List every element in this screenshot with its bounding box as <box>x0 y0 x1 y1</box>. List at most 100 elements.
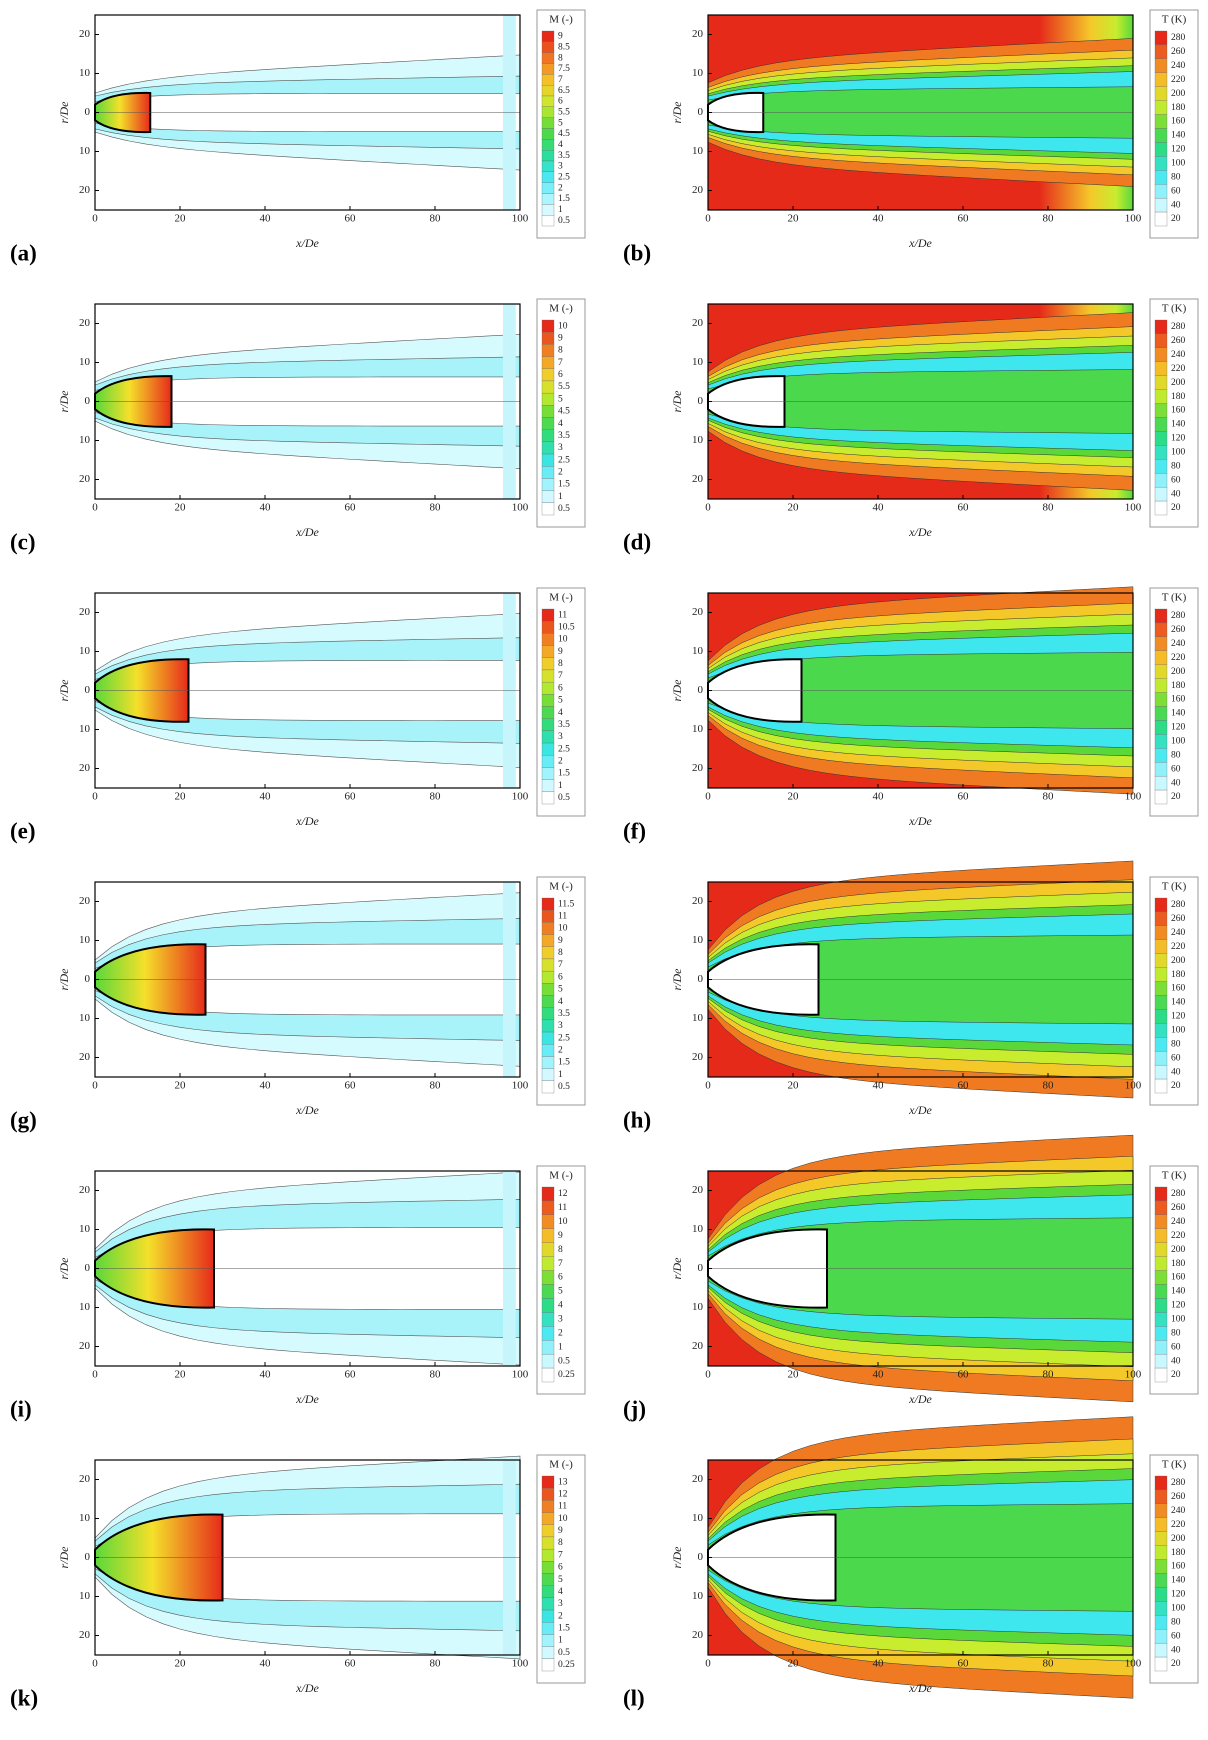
y-axis-label: r/De <box>57 390 71 413</box>
colorbar-label: 0.5 <box>558 793 570 803</box>
colorbar-cell <box>1154 72 1168 87</box>
colorbar-label: 20 <box>1171 792 1181 802</box>
x-tick-label: 60 <box>345 1080 357 1092</box>
x-tick-label: 80 <box>430 791 442 803</box>
colorbar-label: 2.5 <box>558 172 570 182</box>
x-axis-label: x/De <box>295 1392 319 1406</box>
x-axis-label: x/De <box>295 1681 319 1695</box>
colorbar-label: 160 <box>1171 695 1186 705</box>
colorbar-label: 9 <box>558 647 563 657</box>
y-tick-label: 20 <box>692 762 704 774</box>
colorbar-cell <box>1154 678 1168 693</box>
colorbar-label: 260 <box>1171 625 1186 635</box>
colorbar-label: 7.5 <box>558 64 570 74</box>
colorbar-label: 8 <box>558 1245 563 1255</box>
x-tick-label: 40 <box>260 1658 272 1670</box>
y-tick-label: 20 <box>692 1184 704 1196</box>
y-tick-label: 20 <box>79 1473 91 1485</box>
colorbar-label: 200 <box>1171 89 1186 99</box>
colorbar-label: 40 <box>1171 778 1181 788</box>
colorbar-cell <box>541 332 555 345</box>
colorbar-label: 10 <box>558 321 568 331</box>
colorbar-cell <box>541 117 555 129</box>
colorbar-cell <box>1154 636 1168 651</box>
colorbar-label: 7 <box>558 671 563 681</box>
colorbar-title: T (K) <box>1162 303 1187 315</box>
x-tick-label: 40 <box>873 213 885 225</box>
y-tick-label: 10 <box>79 723 91 735</box>
y-tick-label: 10 <box>692 1223 704 1235</box>
panel-label: (i) <box>10 1396 32 1421</box>
panel-label: (c) <box>10 529 36 554</box>
x-axis-label: x/De <box>908 1392 932 1406</box>
colorbar-cell <box>541 215 555 227</box>
colorbar-cell <box>541 1573 555 1586</box>
colorbar-label: 6 <box>558 1273 563 1283</box>
colorbar-cell <box>1154 692 1168 707</box>
colorbar-label: 7 <box>558 1259 563 1269</box>
colorbar-cell <box>541 1475 555 1489</box>
colorbar-cell <box>541 490 555 503</box>
colorbar-cell <box>541 41 555 53</box>
colorbar-cell <box>541 1298 555 1313</box>
colorbar-cell <box>1154 1545 1168 1560</box>
colorbar-cell <box>541 429 555 443</box>
y-tick-label: 20 <box>692 1473 704 1485</box>
colorbar-label: 1 <box>558 1636 563 1646</box>
panel-label: (j) <box>623 1396 646 1421</box>
colorbar-label: 80 <box>1171 750 1181 760</box>
x-tick-label: 0 <box>92 1080 98 1092</box>
y-tick-label: 20 <box>692 317 704 329</box>
colorbar-cell <box>1154 30 1168 46</box>
x-tick-label: 20 <box>788 1080 800 1092</box>
colorbar-cell <box>1154 897 1168 913</box>
colorbar-label: 4.5 <box>558 129 570 139</box>
colorbar-label: 1.5 <box>558 1624 570 1634</box>
y-axis-label: r/De <box>57 1546 71 1569</box>
colorbar-cell <box>1154 1326 1168 1341</box>
colorbar-title: M (-) <box>549 1459 573 1471</box>
x-tick-label: 40 <box>873 791 885 803</box>
colorbar-label: 40 <box>1171 200 1181 210</box>
colorbar-label: 5 <box>558 394 563 404</box>
colorbar-cell <box>541 995 555 1008</box>
colorbar-label: 280 <box>1171 900 1186 910</box>
colorbar-label: 80 <box>1171 1039 1181 1049</box>
y-tick-label: 10 <box>692 434 704 446</box>
x-tick-label: 60 <box>345 1369 357 1381</box>
colorbar-label: 260 <box>1171 1203 1186 1213</box>
colorbar-label: 240 <box>1171 350 1186 360</box>
colorbar-label: 120 <box>1171 1590 1186 1600</box>
colorbar-label: 200 <box>1171 1534 1186 1544</box>
x-tick-label: 20 <box>788 1369 800 1381</box>
panel-label: (l) <box>623 1685 645 1710</box>
y-tick-label: 10 <box>692 1301 704 1313</box>
y-tick-label: 20 <box>79 317 91 329</box>
colorbar-cell <box>1154 1559 1168 1574</box>
colorbar-label: 9 <box>558 32 563 42</box>
colorbar-cell <box>1154 459 1168 474</box>
colorbar-label: 20 <box>1171 1370 1181 1380</box>
colorbar-cell <box>541 1186 555 1202</box>
colorbar-cell <box>1154 1256 1168 1271</box>
colorbar-cell <box>1154 1186 1168 1202</box>
colorbar-cell <box>1154 58 1168 73</box>
colorbar-cell <box>1154 197 1168 213</box>
colorbar-label: 160 <box>1171 1562 1186 1572</box>
colorbar-cell <box>541 983 555 996</box>
colorbar-label: 220 <box>1171 75 1186 85</box>
colorbar-cell <box>1154 925 1168 940</box>
colorbar-label: 120 <box>1171 1012 1186 1022</box>
colorbar-label: 100 <box>1171 1026 1186 1036</box>
colorbar-label: 60 <box>1171 475 1181 485</box>
colorbar-label: 260 <box>1171 47 1186 57</box>
x-axis-label: x/De <box>908 814 932 828</box>
colorbar-cell <box>1154 981 1168 996</box>
colorbar-title: M (-) <box>549 592 573 604</box>
colorbar-label: 40 <box>1171 489 1181 499</box>
colorbar-label: 180 <box>1171 1548 1186 1558</box>
colorbar-cell <box>541 63 555 75</box>
y-tick-label: 20 <box>692 895 704 907</box>
colorbar-label: 6 <box>558 683 563 693</box>
y-tick-label: 0 <box>85 684 91 696</box>
